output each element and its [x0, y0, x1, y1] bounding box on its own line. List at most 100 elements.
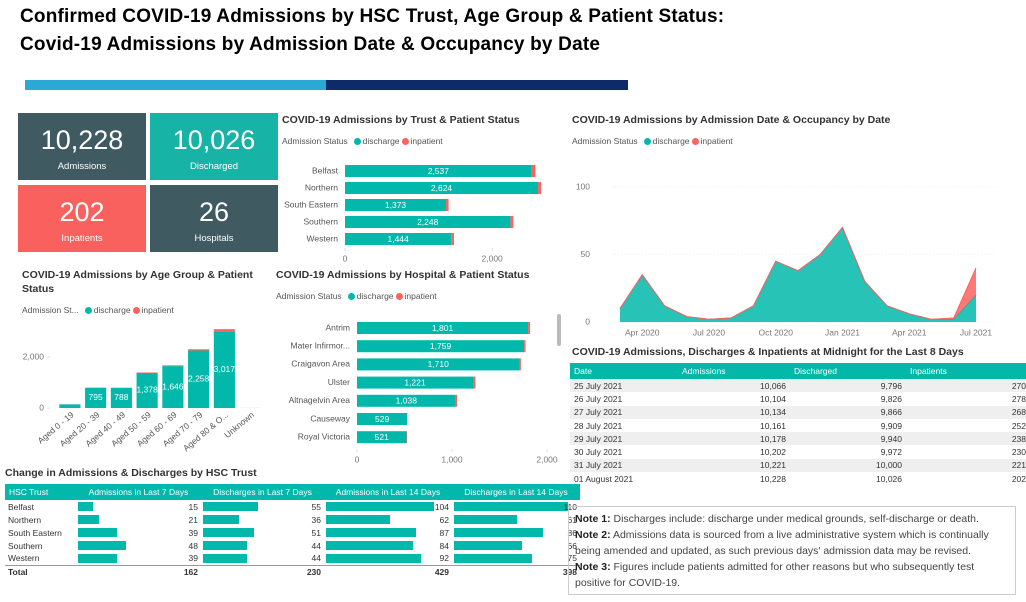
- y-tick-label: 50: [581, 249, 591, 259]
- table-cell: 51: [201, 526, 324, 539]
- bar: [188, 349, 210, 351]
- table-cell: 62: [324, 513, 452, 526]
- kpi-card: 26 Hospitals: [150, 185, 278, 252]
- y-tick-label: 0: [39, 402, 44, 412]
- kpi-label: Discharged: [189, 161, 239, 172]
- change-table-wrap: HSC Trust Admissions in Last 7 Days Discha…: [5, 484, 580, 579]
- category-label: Craigavon Area: [291, 359, 350, 369]
- header-rule-dark: [326, 80, 628, 90]
- data-label: 1,444: [387, 234, 409, 244]
- column-header: Inpatients: [910, 366, 947, 376]
- kpi-label: Inpatients: [61, 233, 103, 244]
- table-cell: 66: [452, 539, 580, 552]
- table-row: 26 July 2021 10,104 9,826 278: [570, 392, 1026, 406]
- page-title: Confirmed COVID-19 Admissions by HSC Tru…: [20, 6, 725, 27]
- kpi-value: 202: [59, 197, 105, 227]
- bar: [345, 216, 511, 228]
- bar: [455, 394, 458, 407]
- data-bar: [454, 515, 518, 524]
- note-text: Discharges include: discharge under medi…: [613, 513, 979, 525]
- bar: [446, 199, 449, 211]
- table-cell: 44: [201, 539, 324, 552]
- table-cell: 10,000: [876, 460, 902, 471]
- table-row: 31 July 2021 10,221 10,000 221: [570, 458, 1026, 473]
- data-label: 2,258: [188, 374, 210, 384]
- x-tick-label: 1,000: [441, 454, 463, 464]
- bar: [345, 199, 447, 211]
- kpi-card: 10,026 Discharged: [150, 113, 278, 180]
- data-bar: [203, 541, 247, 550]
- notes-box: Note 1: Discharges include: discharge un…: [568, 506, 1016, 595]
- area-fill: [620, 227, 976, 322]
- column-header: Date: [574, 366, 592, 376]
- chart-title: COVID-19 Admissions by Trust & Patient S…: [282, 114, 520, 126]
- bar: [538, 182, 542, 194]
- data-bar: [78, 554, 118, 563]
- cell-text: 44: [311, 540, 321, 551]
- data-bar: [78, 502, 94, 511]
- cell-text: 104: [434, 501, 449, 512]
- table-row: Western 39 44 92 75: [5, 552, 580, 565]
- cell-text: 21: [188, 514, 198, 525]
- column-header: Discharges in Last 7 Days: [213, 487, 312, 497]
- data-label: 1,646: [162, 381, 184, 391]
- data-label: 1,759: [430, 341, 452, 351]
- data-bar: [78, 541, 127, 550]
- data-label: 795: [89, 392, 103, 402]
- data-bar: [78, 515, 100, 524]
- table-row: Southern 48 44 84 66: [5, 539, 580, 552]
- bar: [345, 165, 532, 177]
- category-label: Ulster: [328, 377, 350, 387]
- cell-text: 15: [188, 501, 198, 512]
- x-tick-label: Jul 2021: [960, 327, 992, 337]
- cell-text: 48: [188, 540, 198, 551]
- table-cell: 10,178: [760, 433, 786, 444]
- chart-title: COVID-19 Admissions by Age Group & Patie…: [22, 269, 253, 295]
- bar: [110, 387, 132, 408]
- y-tick-label: 100: [576, 181, 590, 191]
- cell-text: South Eastern: [8, 527, 62, 538]
- header-row: Date Admissions Discharged Inpatients: [570, 363, 1026, 379]
- table-cell: 28 July 2021: [574, 420, 623, 431]
- occupancy-table: Date Admissions Discharged Inpatients 25 Jul…: [570, 363, 1026, 486]
- legend-entry: discharge: [93, 305, 131, 315]
- bar: [357, 358, 520, 371]
- legend-entry: inpatient: [404, 291, 437, 301]
- table-cell: 9,866: [880, 407, 902, 418]
- data-bar: [203, 554, 247, 563]
- legend-swatch: [347, 293, 355, 300]
- legend-entry: inpatient: [410, 136, 443, 146]
- area-line: [619, 226, 977, 320]
- table-cell: 48: [76, 539, 201, 552]
- legend-title: Admission Status: [276, 291, 342, 301]
- table-cell: 10,221: [760, 460, 786, 471]
- note: Note 3: Figures include patients admitte…: [575, 559, 1009, 591]
- data-bar: [454, 541, 523, 550]
- table-cell: 26 July 2021: [574, 393, 623, 404]
- header-rule-light: [25, 80, 326, 90]
- table-cell: 10,202: [760, 447, 786, 458]
- data-label: 521: [375, 432, 389, 442]
- kpi-card: 10,228 Admissions: [18, 113, 146, 180]
- legend-swatch: [401, 138, 409, 145]
- category-label: Royal Victoria: [298, 431, 351, 441]
- cell-text: 44: [311, 553, 321, 564]
- category-label: Altnagelvin Area: [289, 395, 351, 405]
- bar: [472, 376, 476, 389]
- x-tick-label: Apr 2020: [625, 327, 660, 337]
- table-cell: 30 July 2021: [574, 447, 623, 458]
- table-cell: 9,826: [880, 393, 902, 404]
- column-header: HSC Trust: [9, 487, 49, 497]
- bar: [162, 366, 184, 408]
- kpi-value: 10,228: [40, 125, 124, 155]
- legend-swatch: [643, 138, 651, 145]
- data-bar: [326, 528, 417, 537]
- category-label: Northern: [305, 182, 338, 192]
- table-cell: 278: [1011, 393, 1026, 404]
- data-bar: [203, 502, 258, 511]
- bar: [357, 394, 456, 407]
- total-cell: 398: [562, 567, 577, 578]
- category-label: Antrim: [325, 322, 350, 332]
- table-cell: 9,909: [880, 420, 902, 431]
- legend-swatch: [132, 307, 140, 314]
